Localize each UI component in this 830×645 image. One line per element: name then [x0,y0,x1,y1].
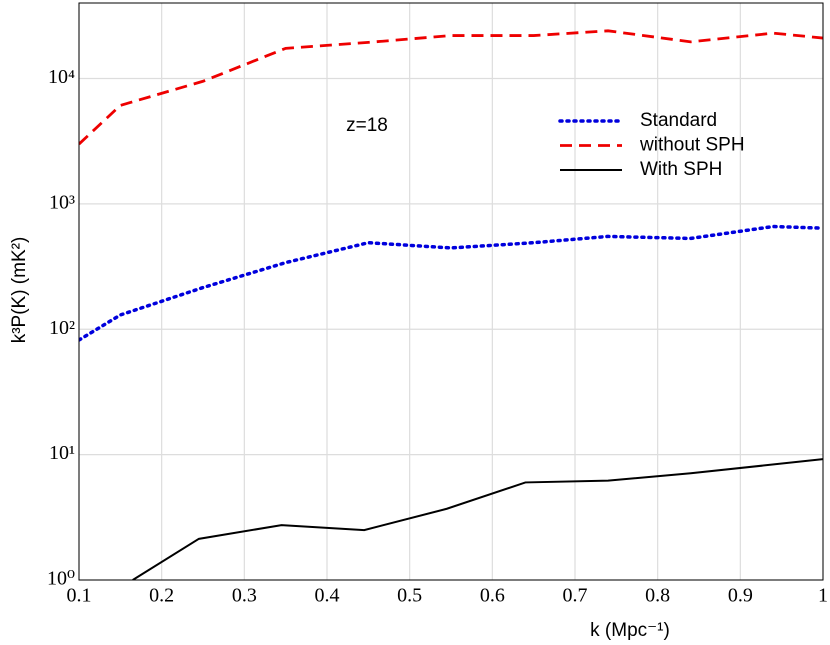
x-tick-label: 0.7 [563,585,588,607]
x-tick-label: 0.1 [67,585,92,607]
y-tick-label: 10⁴ [48,66,75,88]
y-axis-label: k³P(K) (mK²) [9,237,30,344]
data-line [79,224,823,342]
x-tick-label: 1 [818,585,828,607]
x-tick-label: 0.2 [149,585,174,607]
data-line [132,458,823,580]
annotation: z=18 [346,115,388,136]
y-tick-label: 10⁰ [47,568,75,590]
legend-label: without SPH [639,135,745,156]
x-tick-label: 0.3 [232,585,257,607]
x-axis-label: k (Mpc⁻¹) [590,620,670,641]
data-line [79,29,823,146]
y-tick-label: 10³ [49,191,75,213]
y-tick-label: 10¹ [49,442,75,464]
x-tick-label: 0.6 [480,585,505,607]
plot-frame [78,2,824,581]
legend-label: Standard [640,110,717,131]
x-tick-label: 0.5 [397,585,422,607]
y-tick-label: 10² [49,317,75,339]
x-tick-label: 0.9 [728,585,753,607]
legend-label: With SPH [640,159,722,180]
plot-area [79,29,823,580]
x-tick-label: 0.8 [645,585,670,607]
x-tick-label: 0.4 [315,585,340,607]
